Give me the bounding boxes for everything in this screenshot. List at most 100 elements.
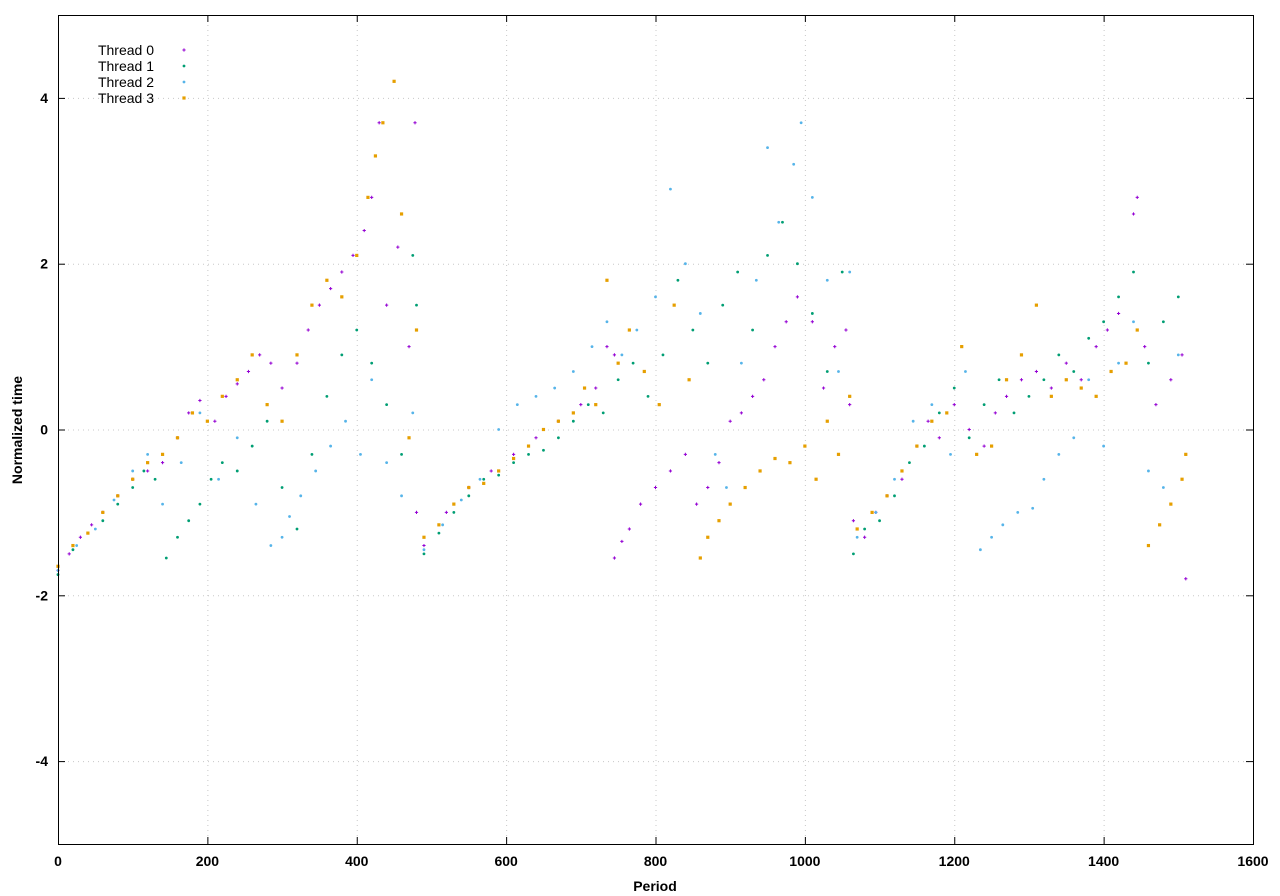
data-point (198, 411, 202, 415)
data-point (392, 79, 396, 83)
data-point (960, 345, 964, 349)
data-point (997, 378, 1001, 382)
data-point (377, 121, 381, 125)
data-point (717, 519, 721, 523)
data-point (146, 469, 150, 473)
data-point (250, 444, 254, 448)
data-point (792, 162, 796, 166)
data-point (825, 370, 829, 373)
data-point (175, 436, 180, 440)
data-point (269, 544, 273, 547)
data-point (1131, 212, 1136, 216)
data-point (235, 469, 239, 473)
data-point (743, 485, 747, 490)
data-point (131, 469, 135, 473)
data-point (605, 278, 609, 282)
data-point (1079, 386, 1083, 390)
axis-ticks (58, 15, 1254, 844)
data-point (1102, 444, 1106, 448)
data-point (672, 303, 676, 307)
data-point (978, 548, 982, 552)
data-point (1049, 394, 1053, 398)
data-point (422, 552, 426, 556)
data-point (217, 477, 220, 481)
data-point (1135, 195, 1139, 199)
legend-marker-thread-3 (182, 96, 186, 100)
data-point (669, 187, 672, 191)
data-point (413, 121, 417, 125)
data-point (280, 419, 284, 423)
data-point (1049, 386, 1053, 390)
data-point (1027, 394, 1031, 398)
data-point (911, 419, 915, 423)
data-point (86, 531, 90, 535)
data-point (863, 527, 867, 531)
data-point (246, 369, 251, 374)
data-point (164, 556, 168, 560)
data-point (762, 378, 766, 382)
series-2 (56, 121, 1188, 572)
data-point (407, 436, 411, 440)
data-point (713, 452, 717, 456)
data-point (803, 444, 807, 448)
x-tick-label: 600 (494, 853, 518, 869)
data-point (467, 485, 471, 490)
data-point (616, 361, 620, 365)
data-point (1072, 370, 1076, 373)
data-point (310, 452, 314, 456)
x-tick-label: 800 (644, 853, 668, 869)
data-point (766, 254, 769, 257)
data-point (1004, 394, 1009, 398)
data-point (937, 411, 941, 415)
data-point (534, 436, 538, 440)
data-point (553, 386, 557, 390)
data-point (612, 353, 617, 357)
data-point (295, 527, 299, 531)
data-point (90, 523, 94, 527)
data-point (400, 494, 403, 498)
y-axis-title: Normalized time (9, 376, 25, 484)
data-point (683, 262, 687, 266)
data-point (1184, 452, 1188, 456)
x-tick-label: 1400 (1088, 853, 1119, 869)
data-point (990, 535, 993, 539)
data-point (370, 378, 374, 382)
data-point (781, 220, 784, 224)
data-point (1031, 506, 1035, 510)
data-point (355, 253, 359, 258)
data-point (1169, 502, 1173, 506)
data-point (489, 469, 493, 473)
data-point (288, 515, 291, 518)
data-point (1019, 378, 1024, 382)
data-point (627, 527, 631, 531)
data-point (556, 419, 561, 423)
data-point (605, 320, 609, 324)
data-point (855, 527, 859, 531)
data-point (810, 195, 814, 199)
data-point (385, 461, 389, 465)
data-point (1158, 523, 1162, 527)
data-point (325, 278, 329, 282)
data-point (254, 502, 258, 506)
data-point (814, 477, 818, 481)
data-point (654, 295, 657, 299)
legend-marker-thread-2 (182, 80, 186, 84)
data-point (1079, 378, 1083, 382)
data-point (411, 411, 415, 415)
data-point (635, 328, 639, 332)
data-point (142, 469, 146, 473)
y-tick-label: -4 (36, 753, 49, 769)
data-point (900, 477, 904, 481)
data-point (444, 510, 448, 514)
data-point (964, 370, 967, 373)
data-point (482, 481, 486, 485)
data-point (840, 270, 844, 274)
data-point (926, 419, 930, 423)
data-point (653, 485, 658, 490)
data-point (952, 386, 956, 390)
data-point (657, 403, 661, 407)
data-point (340, 295, 344, 299)
data-point (989, 444, 994, 448)
data-point (407, 345, 411, 349)
data-point (187, 519, 191, 523)
